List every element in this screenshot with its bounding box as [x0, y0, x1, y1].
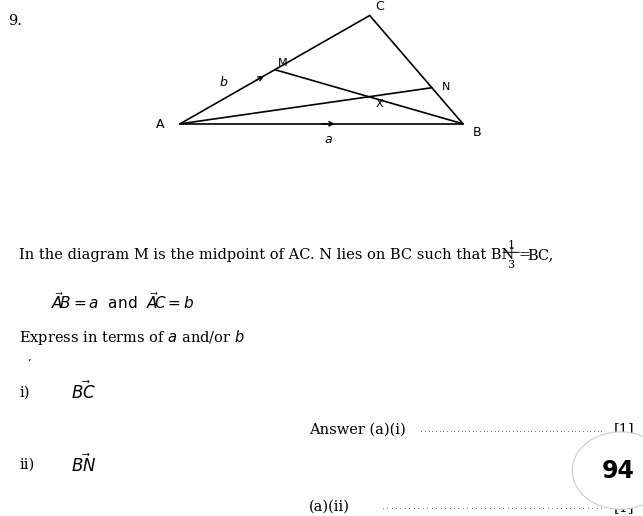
- Text: [1]: [1]: [614, 422, 635, 437]
- Text: C: C: [375, 0, 384, 13]
- Text: $\vec{BC}$: $\vec{BC}$: [71, 381, 96, 404]
- Text: (a)(ii): (a)(ii): [309, 499, 350, 514]
- Text: $\vec{BN}$: $\vec{BN}$: [71, 453, 96, 476]
- Text: Answer (a)(i): Answer (a)(i): [309, 422, 405, 437]
- Text: 94: 94: [602, 459, 635, 482]
- Text: ii): ii): [19, 457, 35, 472]
- Text: i): i): [19, 385, 30, 399]
- Text: 9.: 9.: [8, 14, 22, 28]
- Text: $b$: $b$: [219, 75, 228, 89]
- Text: $a$: $a$: [323, 133, 332, 146]
- Circle shape: [572, 432, 643, 509]
- Text: BC,: BC,: [527, 248, 554, 263]
- Text: $\vec{A}\!B = a$  and  $\vec{A}\!C = b$: $\vec{A}\!B = a$ and $\vec{A}\!C = b$: [51, 292, 195, 312]
- Text: B: B: [473, 126, 481, 139]
- Text: N: N: [442, 82, 450, 92]
- Text: A: A: [156, 118, 164, 132]
- Text: In the diagram M is the midpoint of AC. N lies on BC such that BN =: In the diagram M is the midpoint of AC. …: [19, 248, 531, 263]
- Text: 1: 1: [507, 240, 515, 250]
- Text: M: M: [278, 58, 287, 68]
- Text: X: X: [376, 99, 383, 109]
- Text: 3: 3: [507, 260, 515, 270]
- Text: ’: ’: [27, 359, 31, 369]
- Text: [1]: [1]: [614, 499, 635, 514]
- Text: Express in terms of $a$ and/or $b$: Express in terms of $a$ and/or $b$: [19, 329, 245, 347]
